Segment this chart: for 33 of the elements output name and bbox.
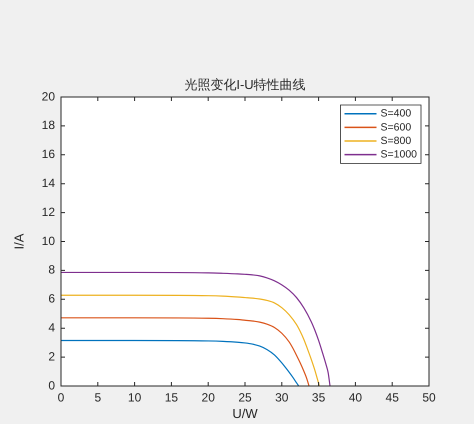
y-axis-title: I/A	[11, 233, 26, 250]
x-tick-label: 50	[422, 390, 436, 405]
x-tick-label: 15	[164, 390, 178, 405]
x-tick-label: 10	[128, 390, 142, 405]
legend-label: S=400	[380, 108, 412, 120]
x-tick-label: 0	[58, 390, 65, 405]
x-tick-label: 35	[312, 390, 326, 405]
x-tick-label: 30	[275, 390, 289, 405]
legend-label: S=600	[380, 121, 412, 134]
legend-label: S=800	[380, 134, 412, 147]
y-tick-label: 14	[42, 176, 56, 190]
line-series	[61, 272, 331, 386]
x-tick-label: 5	[94, 390, 102, 405]
y-tick-label: 16	[42, 147, 56, 162]
chart-title: 光照变化I-U特性曲线	[184, 76, 306, 92]
y-tick-label: 20	[42, 89, 56, 104]
x-tick-label: 45	[386, 390, 400, 405]
y-tick-label: 2	[48, 349, 56, 364]
legend-label: S=1000	[380, 148, 418, 160]
y-tick-label: 8	[48, 262, 56, 277]
x-tick-label: 40	[348, 390, 362, 405]
y-tick-label: 0	[48, 378, 56, 392]
x-axis-title: U/W	[232, 406, 258, 421]
y-tick-label: 12	[42, 204, 56, 219]
y-tick-label: 10	[42, 234, 56, 248]
y-tick-label: 18	[42, 118, 56, 132]
x-tick-label: 20	[202, 390, 216, 405]
line-series	[61, 340, 300, 386]
y-tick-label: 4	[48, 320, 56, 335]
line-series	[61, 294, 320, 386]
y-tick-label: 6	[48, 292, 56, 306]
line-series	[61, 317, 310, 386]
x-tick-label: 25	[238, 390, 252, 405]
